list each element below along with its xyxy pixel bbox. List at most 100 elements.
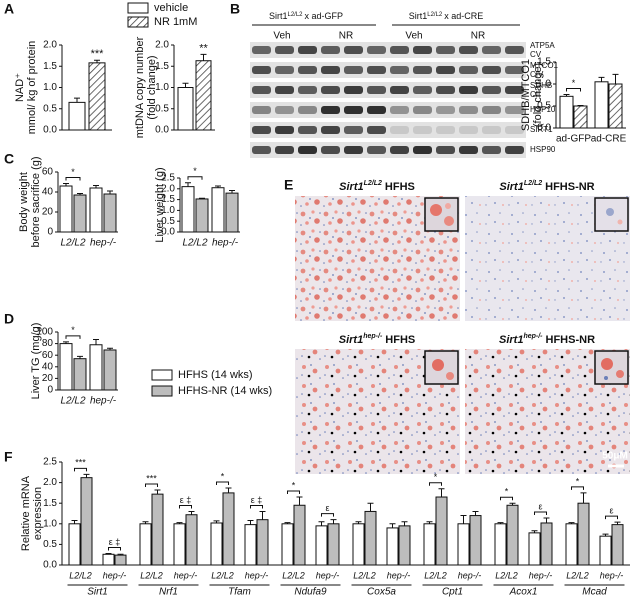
y-tick-label: 2.0 [161, 183, 175, 194]
y-tick-label: 20 [42, 373, 54, 384]
blot-band [459, 146, 478, 154]
y-axis-label: Relative mRNA [20, 475, 32, 551]
error-bar [259, 510, 266, 520]
y-axis-label: (fold change) [532, 63, 544, 127]
error-bar [225, 487, 232, 493]
blot-band [390, 126, 409, 134]
bar [102, 553, 115, 566]
y-tick-label: 0.0 [537, 123, 551, 134]
error-bar [367, 502, 374, 512]
significance-label: * [505, 487, 509, 497]
y-tick-label: 60 [42, 350, 54, 361]
y-axis-label: mtDNA copy number [134, 36, 146, 138]
significance-label: *** [91, 48, 105, 60]
blot-band [367, 86, 386, 94]
blot-strip [250, 42, 526, 58]
y-axis-label: NAD⁺ [14, 73, 26, 102]
blot-band [482, 66, 501, 74]
x-tick-label: L2/L2 [424, 570, 447, 580]
error-bar [93, 339, 99, 345]
inset-droplets [430, 203, 624, 380]
blot-band [367, 106, 386, 114]
gene-label: Acox1 [509, 587, 538, 598]
blot-band [459, 46, 478, 54]
bar [244, 524, 257, 566]
x-tick-label: L2/L2 [282, 570, 305, 580]
error-bar [602, 533, 609, 537]
x-tick-label: L2/L2 [495, 570, 518, 580]
legend-swatch [127, 16, 149, 28]
y-tick-label: 1.0 [43, 82, 57, 93]
blot-band [505, 126, 524, 134]
blot-band [459, 66, 478, 74]
significance-label: * [193, 166, 197, 176]
y-axis-label: Body weight [18, 172, 30, 232]
bar [68, 523, 81, 566]
lane-label: Veh [273, 31, 290, 42]
error-bar [509, 502, 516, 506]
y-tick-label: 80 [42, 338, 54, 349]
gene-label: Nrf1 [159, 587, 178, 598]
significance-label: * [576, 476, 580, 486]
y-tick-label: 0.5 [43, 103, 57, 114]
bar [327, 523, 340, 566]
bar [611, 524, 624, 566]
gene-label: Tfam [228, 587, 251, 598]
bar [88, 62, 106, 131]
histology-title: Sirt1L2/L2 HFHS-NR [499, 180, 594, 193]
blot-band [367, 46, 386, 54]
bar [59, 185, 73, 233]
bar [89, 187, 103, 233]
error-bar [296, 496, 303, 506]
blot-band [436, 126, 455, 134]
error-bar [497, 522, 504, 524]
error-bar [568, 522, 575, 524]
blot-band [321, 86, 340, 94]
x-tick-label: hep-/- [174, 570, 198, 580]
y-tick-label: 100 [36, 327, 53, 338]
blot-band [390, 66, 409, 74]
bar [559, 95, 574, 129]
y-tick-label: 0.0 [43, 560, 57, 571]
blot-band [275, 46, 294, 54]
blot-strip [250, 62, 526, 78]
legend-swatch [151, 385, 173, 397]
x-tick-label: L2/L2 [211, 570, 234, 580]
blot-band [321, 126, 340, 134]
bar [494, 523, 507, 566]
error-bar [612, 73, 619, 84]
x-tick-label: ad-CRE [591, 134, 627, 145]
significance-bracket [145, 483, 158, 488]
bar [195, 60, 212, 131]
bar [80, 477, 93, 566]
legend-swatch [127, 2, 149, 14]
y-tick-label: 2.5 [161, 173, 175, 184]
y-tick-label: 0.0 [161, 227, 175, 238]
significance-bracket [429, 482, 442, 486]
blot-band [252, 66, 271, 74]
y-tick-label: 1.0 [537, 79, 551, 90]
histology-title: Sirt1L2/L2 HFHS [339, 180, 415, 193]
significance-label: * [221, 471, 225, 481]
blot-band [482, 46, 501, 54]
y-axis-label: before sacrifice (g) [30, 156, 42, 247]
protein-label: SDHB [530, 81, 552, 90]
blot-band [275, 146, 294, 154]
blot-band [367, 126, 386, 134]
error-bar [63, 341, 69, 344]
blot-band [252, 46, 271, 54]
error-bar [188, 510, 195, 515]
error-bar [389, 523, 396, 528]
x-tick-label: hep-/- [103, 570, 127, 580]
y-tick-label: 1.5 [43, 498, 57, 509]
error-bar [598, 76, 605, 82]
error-bar [472, 510, 479, 516]
error-bar [426, 521, 433, 524]
x-tick-label: L2/L2 [566, 570, 589, 580]
y-axis-label: mmol/ kg of protein [26, 41, 38, 135]
blot-band [390, 106, 409, 114]
significance-label: ε ‡ [251, 495, 263, 505]
bar [225, 192, 239, 233]
bar [528, 532, 541, 566]
